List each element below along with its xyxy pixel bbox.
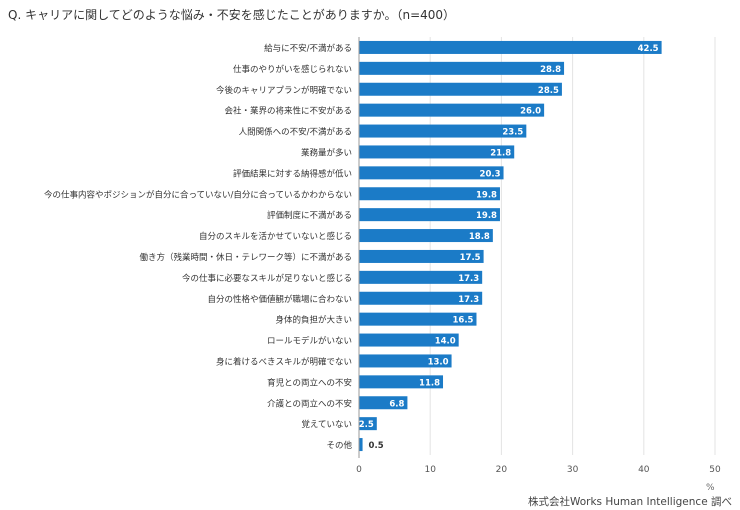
- data-label: 23.5: [502, 128, 523, 138]
- category-label: 給与に不安/不満がある: [264, 43, 352, 54]
- data-label: 19.8: [476, 211, 497, 221]
- data-label: 13.0: [428, 357, 449, 367]
- bar: [359, 187, 500, 201]
- chart-title: Q. キャリアに関してどのような悩み・不安を感じたことがありますか。（n=400…: [8, 8, 456, 22]
- bar: [359, 291, 483, 305]
- bar: [359, 145, 515, 159]
- bar: [359, 124, 527, 138]
- bar: [359, 82, 562, 96]
- data-label: 21.8: [490, 148, 511, 158]
- bar: [359, 375, 444, 389]
- x-axis-unit: %: [706, 483, 715, 493]
- category-label: その他: [326, 440, 352, 451]
- category-label: 業務量が多い: [301, 147, 352, 158]
- bar: [359, 438, 363, 452]
- data-label: 19.8: [476, 190, 497, 200]
- data-label: 0.5: [369, 441, 384, 451]
- bar: [359, 333, 459, 347]
- bar: [359, 40, 662, 54]
- category-label: 今後のキャリアプランが明確でない: [216, 85, 352, 96]
- data-label: 17.5: [460, 253, 481, 263]
- category-label: 自分のスキルを活かせていないと感じる: [199, 231, 352, 242]
- data-label: 28.8: [540, 65, 561, 75]
- category-label: 仕事のやりがいを感じられない: [233, 64, 352, 75]
- category-label: 介護との両立への不安: [267, 398, 352, 409]
- category-label: 覚えていない: [301, 419, 352, 430]
- category-label: 身に着けるべきスキルが明確でない: [216, 356, 352, 367]
- category-label: 働き方（残業時間・休日・テレワーク等）に不満がある: [139, 252, 352, 263]
- category-label: 評価制度に不満がある: [267, 210, 352, 221]
- bar: [359, 354, 452, 368]
- category-label: 今の仕事に必要なスキルが足りないと感じる: [182, 273, 352, 284]
- bar: [359, 61, 565, 75]
- data-label: 6.8: [389, 399, 404, 409]
- data-label: 14.0: [435, 337, 456, 347]
- data-label: 42.5: [638, 44, 659, 54]
- data-label: 20.3: [480, 169, 501, 179]
- data-label: 18.8: [469, 232, 490, 242]
- bar: [359, 270, 483, 284]
- category-label: 評価結果に対する納得感が低い: [233, 168, 352, 179]
- x-tick-label: 0: [356, 465, 362, 475]
- category-label: 会社・業界の将来性に不安がある: [224, 106, 352, 117]
- category-label: 今の仕事内容やポジションが自分に合っていない/自分に合っているかわからない: [44, 189, 352, 200]
- bar: [359, 229, 493, 243]
- bar: [359, 208, 500, 222]
- data-label: 2.5: [359, 420, 374, 430]
- bar: [359, 396, 408, 410]
- bar: [359, 166, 504, 180]
- bar: [359, 312, 477, 326]
- x-tick-label: 10: [424, 465, 436, 475]
- data-label: 16.5: [452, 316, 473, 326]
- category-label: 人間関係への不安/不満がある: [239, 127, 352, 138]
- category-label: 身体的負担が大きい: [275, 315, 352, 326]
- data-label: 17.3: [458, 274, 479, 284]
- data-label: 11.8: [419, 378, 440, 388]
- category-label: 育児との両立への不安: [267, 377, 352, 388]
- data-label: 17.3: [458, 295, 479, 305]
- x-tick-label: 50: [709, 465, 721, 475]
- category-label: 自分の性格や価値観が職場に合わない: [207, 294, 352, 305]
- x-tick-label: 30: [567, 465, 579, 475]
- bar: [359, 249, 484, 263]
- source-note: 株式会社Works Human Intelligence 調べ: [527, 496, 732, 508]
- data-label: 26.0: [520, 107, 541, 117]
- bar: [359, 103, 545, 117]
- x-tick-label: 40: [638, 465, 650, 475]
- bar: [359, 417, 377, 431]
- category-label: ロールモデルがいない: [267, 336, 352, 347]
- data-label: 28.5: [538, 86, 559, 96]
- x-tick-label: 20: [496, 465, 508, 475]
